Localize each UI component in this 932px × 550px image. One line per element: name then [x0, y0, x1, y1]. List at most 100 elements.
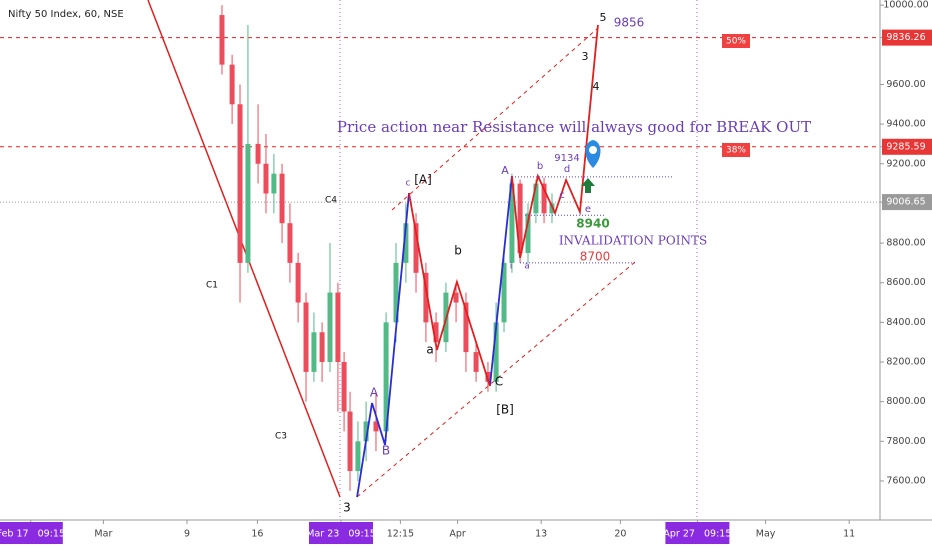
candle-body	[355, 441, 361, 472]
x-tick-label: 13	[535, 529, 547, 540]
price-label: 9134	[554, 153, 579, 164]
wave-line	[408, 192, 491, 387]
y-tick-label: 8600.00	[886, 277, 925, 288]
x-tick-badge	[665, 522, 730, 544]
candle-body	[533, 183, 539, 214]
candle-body	[373, 421, 379, 432]
candle-body	[287, 223, 293, 263]
candle-body	[383, 322, 389, 432]
candle-body	[433, 322, 439, 343]
candle-body	[423, 272, 429, 323]
candle-body	[363, 421, 369, 442]
y-tick-label: 8800.00	[886, 238, 925, 249]
annotation: A	[370, 386, 379, 400]
candle-body	[295, 262, 301, 303]
y-tick-label: 9200.00	[886, 158, 925, 169]
candle-body	[311, 332, 317, 372]
price-label: 8700	[580, 250, 611, 264]
y-tick-label: 9285.59	[886, 141, 925, 152]
candle-body	[413, 223, 419, 273]
x-tick-label: May	[756, 529, 776, 540]
candle-body	[517, 183, 523, 253]
annotation: B	[382, 444, 390, 458]
y-tick-label: 7800.00	[886, 436, 925, 447]
candle-body	[509, 183, 515, 263]
candle-body	[347, 411, 353, 472]
candle-body	[473, 352, 479, 372]
x-tick-label: 16	[251, 529, 263, 540]
annotation: 38%	[726, 146, 746, 156]
annotation: c	[406, 179, 411, 189]
fib-badge	[722, 143, 750, 157]
channel-line	[391, 27, 599, 211]
x-tick-label: 11	[843, 529, 855, 540]
x-tick-label: 20	[614, 529, 626, 540]
annotation: a	[426, 343, 433, 357]
y-tick-label: 9600.00	[886, 79, 925, 90]
candle-body	[501, 262, 507, 323]
annotation: 5	[600, 11, 607, 24]
annotation: C3	[275, 432, 287, 442]
candle-body	[237, 104, 243, 263]
annotation: d	[564, 164, 570, 175]
candle-body	[279, 173, 285, 224]
candle-body	[341, 361, 347, 412]
y-tick-label: 8000.00	[886, 396, 925, 407]
candle-body	[453, 292, 459, 303]
y-tick-label: 7600.00	[886, 475, 925, 486]
y-tick-label: 8200.00	[886, 356, 925, 367]
wave-line	[356, 193, 410, 498]
trendline	[147, 0, 341, 498]
candle-body	[541, 183, 547, 214]
wave-line	[489, 175, 513, 387]
annotation: Price action near Resistance will always…	[337, 118, 811, 136]
candle-body	[263, 163, 269, 194]
price-label: 9856	[614, 16, 645, 30]
y-tick-label: 8400.00	[886, 317, 925, 328]
fib-badge	[722, 34, 750, 48]
annotation: 4	[593, 80, 600, 93]
annotation: 3	[343, 501, 351, 515]
annotation: A	[501, 164, 509, 177]
annotation: C4	[325, 196, 337, 206]
candle-body	[335, 292, 341, 362]
candle-body	[327, 292, 333, 362]
price-label: 8940	[576, 217, 609, 231]
annotation: [B]	[496, 403, 514, 417]
x-tick-badge	[0, 522, 63, 544]
drawing	[0, 5, 880, 498]
candle-body	[463, 302, 469, 353]
candle-body	[255, 143, 261, 164]
y-tick-label: 10000.00	[883, 0, 928, 11]
annotation: 3	[582, 50, 589, 63]
annotation: INVALIDATION POINTS	[559, 234, 707, 248]
x-tick-label: 12:15	[387, 529, 414, 540]
candle-body	[319, 332, 325, 362]
chart-title: Nifty 50 Index, 60, NSE	[8, 9, 124, 20]
candle-body	[219, 15, 225, 65]
wave-line	[511, 24, 599, 259]
candle-body	[393, 262, 399, 323]
x-tick-badge	[309, 522, 373, 544]
candle-body	[271, 173, 277, 194]
x-tick-label: 9	[184, 529, 190, 540]
annotation: C1	[206, 281, 218, 291]
x-tick-label: Mar 23 09:15	[306, 529, 375, 540]
y-tick-badge	[882, 138, 932, 155]
annotation: c	[559, 190, 565, 201]
candle-body	[229, 64, 235, 105]
annotation: b	[454, 244, 462, 258]
candle-body	[403, 223, 409, 263]
candle-body	[303, 302, 309, 372]
annotation: [A]	[414, 173, 432, 187]
annotation: C	[495, 375, 503, 389]
up-arrow	[581, 178, 595, 193]
annotation: e	[585, 204, 591, 215]
y-tick-label: 9006.65	[886, 197, 925, 208]
marker-pin-dot	[589, 146, 597, 154]
annotation: i	[510, 262, 513, 272]
x-tick-label: Apr	[449, 529, 466, 540]
y-tick-badge	[882, 194, 932, 211]
